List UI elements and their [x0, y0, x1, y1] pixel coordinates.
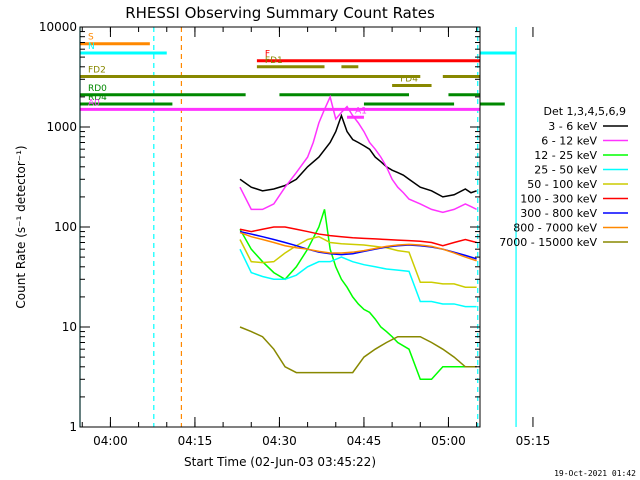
flag-label-s: S: [88, 33, 94, 43]
series-line-7: [239, 231, 477, 262]
series-line-5: [239, 226, 477, 247]
flag-label-fd4: FD4: [400, 75, 418, 85]
flag-label-a0: A0: [88, 98, 100, 108]
axes: 1 10 100 1000 10000 04:00 04:15 04:30 04:45 05:00…: [39, 20, 550, 448]
x-tick-label-5: 05:15: [516, 434, 551, 448]
legend-entry-1: 6 - 12 keV: [541, 135, 597, 148]
series-line-0: [239, 113, 477, 198]
series-line-8: [239, 326, 477, 374]
x-tick-label-0: 04:00: [93, 434, 128, 448]
legend-entry-4: 50 - 100 keV: [527, 178, 597, 191]
legend-entry-6: 300 - 800 keV: [520, 207, 597, 220]
series-lines: [239, 94, 477, 381]
series-line-4: [239, 235, 477, 288]
chart-title: RHESSI Observing Summary Count Rates: [125, 4, 435, 22]
x-axis-label: Start Time (02-Jun-03 03:45:22): [184, 455, 376, 469]
legend-entry-8: 7000 - 15000 keV: [499, 236, 597, 249]
legend-entry-7: 800 - 7000 keV: [513, 222, 597, 235]
flag-label-rd4: RD4: [88, 93, 107, 103]
flag-label-fd2: FD2: [88, 65, 106, 75]
axis-labels: RHESSI Observing Summary Count Rates Star…: [14, 4, 636, 478]
legend-entry-3: 25 - 50 keV: [534, 164, 597, 177]
y-tick-label-0: 1: [69, 420, 77, 434]
legend-title: Det 1,3,4,5,6,9: [543, 105, 626, 118]
legend-entry-5: 100 - 300 keV: [520, 193, 597, 206]
flag-label-f: F: [265, 50, 270, 60]
x-tick-label-1: 04:15: [178, 434, 213, 448]
series-line-1: [239, 94, 477, 214]
footer-timestamp: 19-Oct-2021 01:42: [554, 469, 636, 478]
legend-entry-0: 3 - 6 keV: [548, 120, 597, 133]
y-axis-label: Count Rate (s⁻¹ detector⁻¹): [14, 145, 28, 308]
y-tick-label-4: 10000: [39, 20, 77, 34]
legend-entry-2: 12 - 25 keV: [534, 149, 597, 162]
y-tick-label-1: 10: [62, 320, 77, 334]
series-line-3: [239, 248, 477, 308]
flag-label-fd1: FD1: [265, 56, 283, 66]
y-tick-label-3: 1000: [46, 120, 77, 134]
series-line-2: [239, 209, 477, 381]
flag-label-rd0: RD0: [88, 84, 107, 94]
flag-label-a1: A1: [355, 106, 367, 116]
y-tick-label-2: 100: [54, 220, 77, 234]
flag-label-n: N: [88, 42, 95, 52]
x-tick-label-3: 04:45: [347, 434, 382, 448]
x-tick-label-2: 04:30: [262, 434, 297, 448]
x-tick-label-4: 05:00: [431, 434, 466, 448]
